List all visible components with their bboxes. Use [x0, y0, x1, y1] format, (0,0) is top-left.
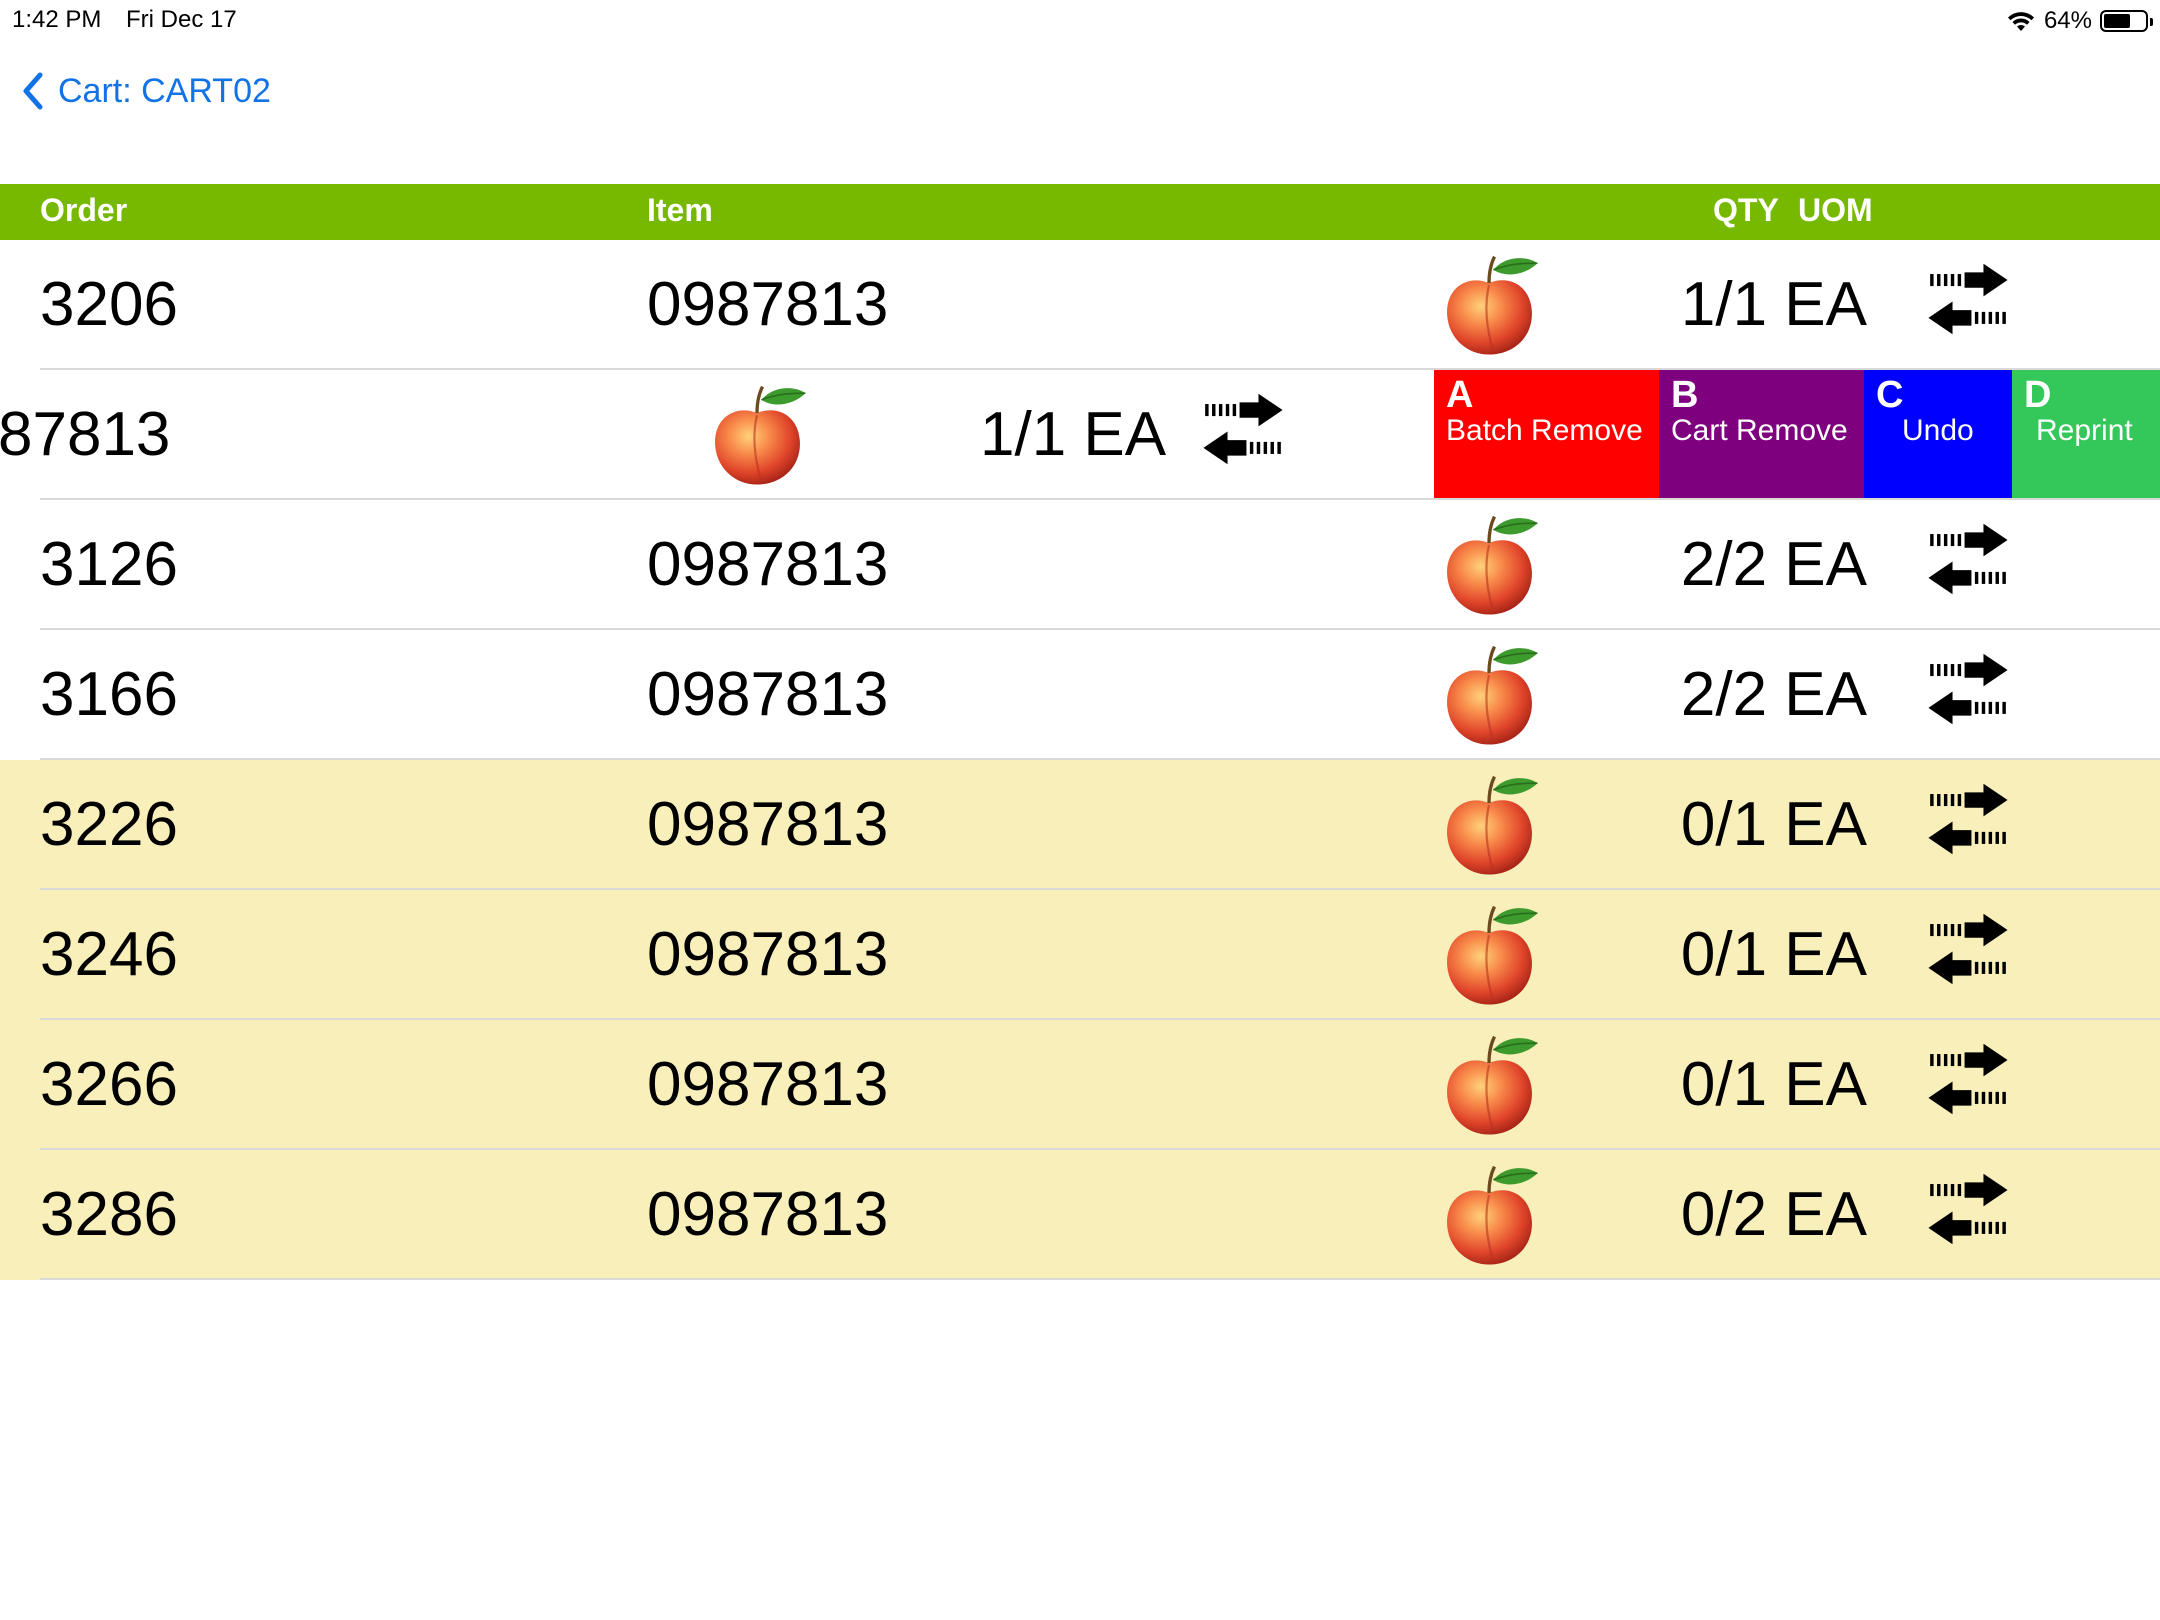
- qty-uom: 0/1 EA: [1680, 920, 1867, 989]
- row-divider: [40, 888, 2160, 890]
- swap-arrows-icon[interactable]: [1925, 912, 2011, 998]
- item-number: 0987813: [647, 270, 889, 339]
- back-label: Cart: CART02: [58, 71, 271, 110]
- status-time: 1:42 PM: [12, 6, 102, 33]
- qty-uom: 0/1 EA: [1680, 1050, 1867, 1119]
- action-key: C: [1876, 374, 1904, 416]
- swap-arrows-icon[interactable]: [1925, 1042, 2011, 1128]
- peach-icon: [1434, 640, 1544, 750]
- peach-icon: [1434, 250, 1544, 360]
- qty-uom: 1/1 EA: [1680, 270, 1867, 339]
- row-divider: [40, 498, 2160, 500]
- item-number: 0987813: [647, 790, 889, 859]
- row-divider: [40, 1018, 2160, 1020]
- header-item: Item: [647, 192, 713, 228]
- battery-tip: [2150, 18, 2153, 26]
- row-divider: [40, 1148, 2160, 1150]
- peach-icon: [702, 380, 812, 490]
- header-qty: QTY: [1713, 192, 1779, 228]
- peach-icon: [1434, 900, 1544, 1010]
- order-number: 3266: [40, 1050, 178, 1119]
- order-number: 3206: [40, 270, 178, 339]
- item-number: 0987813: [647, 1180, 889, 1249]
- peach-icon: [1434, 510, 1544, 620]
- wifi-icon: [2007, 12, 2034, 31]
- row-divider: [40, 1278, 2160, 1280]
- action-key: B: [1671, 374, 1699, 416]
- status-date: Fri Dec 17: [126, 6, 237, 33]
- battery-icon: [2100, 10, 2153, 32]
- swap-arrows-icon[interactable]: [1925, 522, 2011, 608]
- cart-remove-button[interactable]: B Cart Remove: [1659, 370, 1864, 498]
- swap-arrows-icon[interactable]: [1925, 782, 2011, 868]
- swap-arrows-icon[interactable]: [1925, 652, 2011, 738]
- table-row[interactable]: 3166 0987813 2/2 EA: [0, 630, 2160, 760]
- order-number: 3246: [40, 920, 178, 989]
- item-number: 87813: [0, 400, 171, 469]
- order-list: 3206 0987813 1/1 EA 87813 1/1 EA A Batch…: [0, 240, 2160, 1280]
- peach-icon: [1434, 1030, 1544, 1140]
- battery-percent: 64%: [2043, 7, 2092, 34]
- table-row[interactable]: 3206 0987813 1/1 EA: [0, 240, 2160, 370]
- action-key: A: [1446, 374, 1474, 416]
- qty-uom: 2/2 EA: [1680, 660, 1867, 729]
- table-row[interactable]: 3226 0987813 0/1 EA: [0, 760, 2160, 890]
- reprint-button[interactable]: D Reprint: [2012, 370, 2160, 498]
- header-uom: UOM: [1798, 192, 1873, 228]
- status-indicators: 64%: [2006, 6, 2153, 36]
- table-row-swiped[interactable]: 87813 1/1 EA A Batch Remove B Cart Remov…: [0, 370, 2160, 500]
- swap-arrows-icon[interactable]: [1925, 262, 2011, 348]
- swap-arrows-icon[interactable]: [1925, 1172, 2011, 1258]
- qty-uom: 0/1 EA: [1680, 790, 1867, 859]
- order-number: 3226: [40, 790, 178, 859]
- header-order: Order: [40, 192, 128, 228]
- row-divider: [40, 368, 2160, 370]
- action-label: Undo: [1902, 414, 1974, 447]
- battery-fill: [2104, 14, 2130, 28]
- order-number: 3286: [40, 1180, 178, 1249]
- table-header: Order Item QTY UOM: [0, 184, 2160, 240]
- table-row[interactable]: 3266 0987813 0/1 EA: [0, 1020, 2160, 1150]
- peach-icon: [1434, 770, 1544, 880]
- peach-icon: [1434, 1160, 1544, 1270]
- swap-arrows-icon[interactable]: [1200, 392, 1286, 478]
- action-key: D: [2024, 374, 2052, 416]
- item-number: 0987813: [647, 920, 889, 989]
- status-bar: 1:42 PM Fri Dec 17 64%: [0, 0, 2160, 40]
- order-number: 3126: [40, 530, 178, 599]
- table-row[interactable]: 3246 0987813 0/1 EA: [0, 890, 2160, 1020]
- undo-button[interactable]: C Undo: [1864, 370, 2012, 498]
- back-button[interactable]: Cart: CART02: [22, 68, 271, 114]
- action-label: Cart Remove: [1671, 414, 1848, 447]
- table-row[interactable]: 3286 0987813 0/2 EA: [0, 1150, 2160, 1280]
- table-row[interactable]: 3126 0987813 2/2 EA: [0, 500, 2160, 630]
- action-label: Reprint: [2036, 414, 2133, 447]
- row-divider: [40, 628, 2160, 630]
- batch-remove-button[interactable]: A Batch Remove: [1434, 370, 1659, 498]
- qty-uom: 0/2 EA: [1680, 1180, 1867, 1249]
- qty-uom: 2/2 EA: [1680, 530, 1867, 599]
- qty-uom: 1/1 EA: [980, 400, 1167, 469]
- item-number: 0987813: [647, 1050, 889, 1119]
- action-label: Batch Remove: [1446, 414, 1643, 447]
- row-divider: [40, 758, 2160, 760]
- item-number: 0987813: [647, 660, 889, 729]
- swiped-row-content[interactable]: 87813 1/1 EA: [0, 370, 1434, 500]
- item-number: 0987813: [647, 530, 889, 599]
- order-number: 3166: [40, 660, 178, 729]
- chevron-left-icon: [23, 72, 43, 110]
